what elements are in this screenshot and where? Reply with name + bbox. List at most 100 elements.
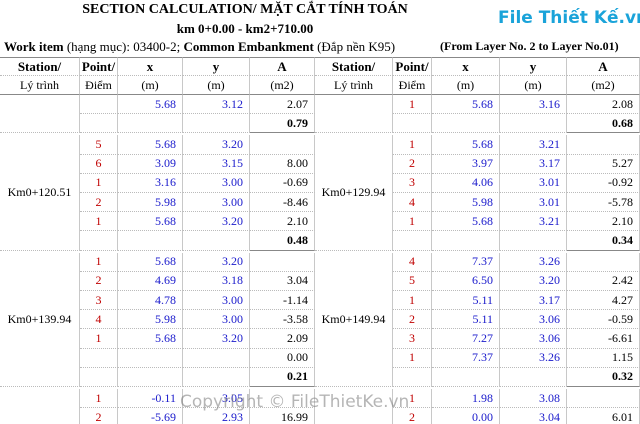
x-value: 5.68 [118,252,183,272]
y-value: 3.05 [183,389,250,409]
area: 5.27 [567,154,640,174]
y-value: 3.00 [183,310,250,330]
area: 1.15 [567,348,640,368]
point: 2 [393,154,432,174]
area: -1.14 [250,291,315,311]
y-value: 3.08 [500,389,567,409]
y-value: 3.26 [500,348,567,368]
x-value: 6.50 [432,271,500,291]
column-subheader: (m) [432,76,500,95]
blank [432,231,500,251]
point: 4 [393,252,432,272]
y-value: 3.12 [183,95,250,115]
area [250,135,315,155]
column-subheader: (m) [500,76,567,95]
area: 2.08 [567,95,640,115]
x-value: 7.37 [432,252,500,272]
y-value: 3.18 [183,271,250,291]
area: 2.10 [250,212,315,232]
area: 2.42 [567,271,640,291]
y-value: 3.26 [500,252,567,272]
x-value: 1.98 [432,389,500,409]
blank [500,367,567,387]
column-header: A [567,57,640,76]
point: 1 [80,173,118,193]
x-value: 5.68 [118,95,183,115]
column-subheader: Lý trình [315,76,393,95]
station [315,389,393,424]
point: 1 [80,329,118,349]
area: 4.27 [567,291,640,311]
y-value: 3.20 [183,252,250,272]
x-value: 4.06 [432,173,500,193]
watermark: Copyright © FileThietKe.vn [180,392,410,412]
name-vn: (Đắp nền K95) [313,39,396,54]
area: -0.59 [567,310,640,330]
column-header: A [250,57,315,76]
layers: (From Layer No. 2 to Layer No.01) [440,39,619,53]
point: 2 [393,310,432,330]
column-subheader: (m2) [250,76,315,95]
point: 1 [393,135,432,155]
station: Km0+129.94 [315,135,393,251]
x-value: 5.68 [432,212,500,232]
blank [183,231,250,251]
area: 2.09 [250,329,315,349]
x-value: -0.11 [118,389,183,409]
point: 2 [80,408,118,424]
x-value: 5.68 [118,329,183,349]
blank [393,367,432,387]
x-value: 3.97 [432,154,500,174]
y-value: 3.15 [183,154,250,174]
x-value: 5.11 [432,291,500,311]
blank [118,114,183,134]
point: 1 [80,252,118,272]
y-value: 2.93 [183,408,250,424]
point: 6 [80,154,118,174]
x-value: 5.68 [118,212,183,232]
area [567,135,640,155]
blank [118,231,183,251]
blank [500,114,567,134]
total: 0.34 [567,231,640,251]
point: 1 [80,389,118,409]
point: 3 [80,291,118,311]
blank [80,231,118,251]
station [0,95,80,134]
column-header: Station/ [0,57,80,76]
column-subheader: (m) [118,76,183,95]
column-subheader: Lý trình [0,76,80,95]
x-value: 5.98 [118,310,183,330]
point: 2 [80,271,118,291]
y-value: 3.01 [500,193,567,213]
point [80,95,118,115]
total: 0.68 [567,114,640,134]
y-value: 3.00 [183,173,250,193]
area: 0.00 [250,348,315,368]
area: -5.78 [567,193,640,213]
point: 1 [393,348,432,368]
area: 2.10 [567,212,640,232]
area: -8.46 [250,193,315,213]
y-value: 3.01 [500,173,567,193]
point: 1 [393,389,432,409]
point [80,348,118,368]
y-value: 3.06 [500,310,567,330]
x-value: -5.69 [118,408,183,424]
y-value [183,348,250,368]
blank [432,114,500,134]
blank [183,114,250,134]
y-value: 3.20 [500,271,567,291]
total: 0.21 [250,367,315,387]
name: Common Embankment [183,39,314,54]
blank [80,114,118,134]
column-subheader: (m) [183,76,250,95]
y-value: 3.20 [183,135,250,155]
column-subheader: Điểm [393,76,432,95]
x-value: 0.00 [432,408,500,424]
y-value: 3.20 [183,329,250,349]
x-value: 3.09 [118,154,183,174]
station: Km0+120.51 [0,135,80,251]
point: 1 [393,95,432,115]
area: 2.07 [250,95,315,115]
